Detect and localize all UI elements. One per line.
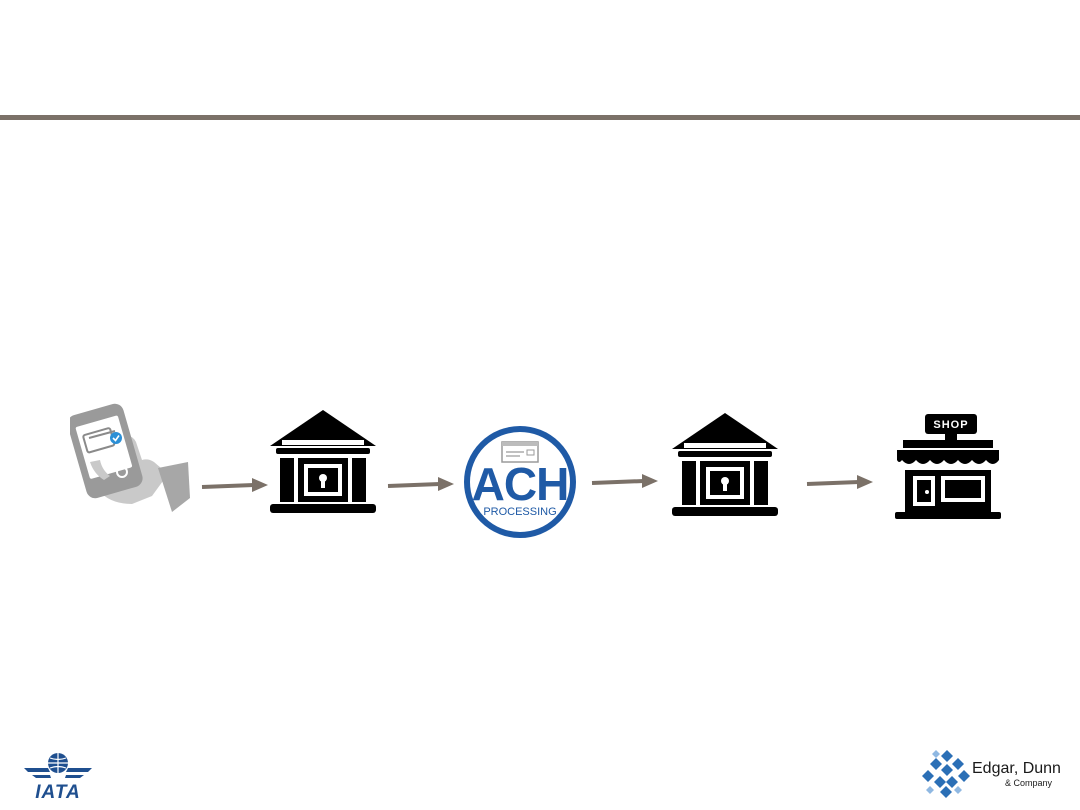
header-divider [0, 115, 1080, 120]
ach-processing-logo: ACH PROCESSING [464, 426, 576, 538]
shop-sign-label: SHOP [933, 419, 968, 431]
flow-arrow-2 [387, 477, 454, 491]
bank-icon [270, 410, 376, 513]
flow-arrow-4 [806, 475, 873, 489]
bank-icon [672, 413, 778, 516]
ach-sub-label: PROCESSING [483, 506, 556, 518]
iata-logo: IATA [24, 753, 92, 802]
iata-logo-text: IATA [35, 782, 81, 802]
shop-icon: SHOP [895, 414, 1001, 519]
edgar-dunn-logo-sub: & Company [1005, 778, 1053, 788]
flow-arrow-3 [591, 474, 658, 488]
edgar-dunn-logo-mark [922, 750, 970, 798]
hand-holding-phone-icon [70, 403, 190, 512]
ach-main-label: ACH [472, 458, 569, 510]
flow-arrow-1 [201, 478, 268, 492]
edgar-dunn-logo-name: Edgar, Dunn [972, 760, 1061, 777]
